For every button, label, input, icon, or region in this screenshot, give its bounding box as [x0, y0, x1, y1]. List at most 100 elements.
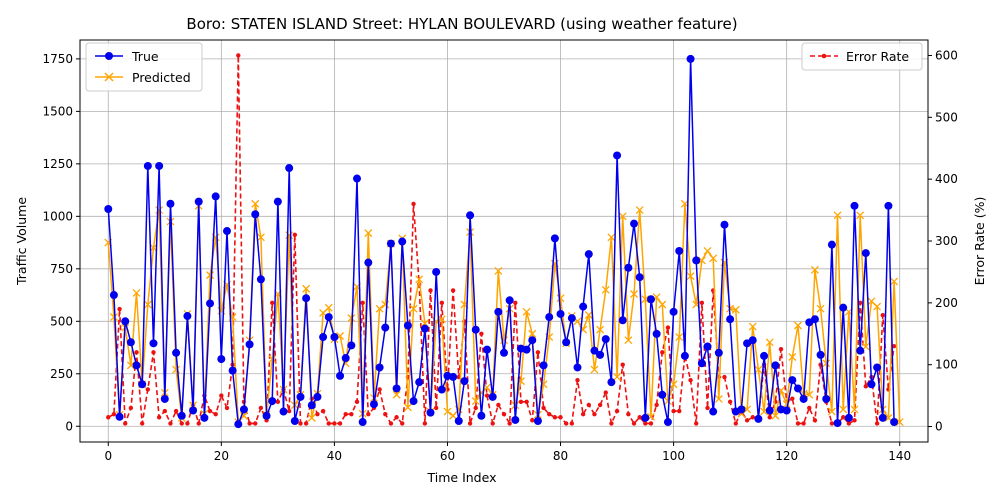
true-point	[183, 312, 192, 321]
predicted-point	[613, 372, 622, 381]
true-point	[307, 401, 316, 410]
error-rate-point	[496, 402, 501, 408]
predicted-point	[754, 365, 763, 374]
error-rate-point	[801, 421, 806, 426]
error-rate-point	[586, 402, 591, 408]
predicted-point	[109, 313, 118, 322]
true-point	[652, 329, 661, 338]
error-rate-point	[433, 405, 439, 411]
predicted-point	[471, 397, 480, 406]
predicted-point	[601, 285, 610, 294]
x-tick-label: 20	[214, 449, 229, 463]
predicted-point	[528, 329, 537, 338]
predicted-point	[850, 405, 859, 414]
error-rate-point	[360, 300, 365, 306]
error-rate-point	[790, 396, 795, 401]
true-point	[850, 201, 859, 210]
true-point	[477, 411, 486, 420]
error-rate-point	[111, 411, 117, 417]
error-rate-point	[569, 421, 575, 426]
true-point	[782, 406, 791, 415]
true-point	[426, 408, 435, 417]
true-point	[149, 339, 158, 348]
error-rate-point	[377, 387, 382, 392]
error-rate-point	[473, 405, 478, 411]
error-rate-point	[162, 408, 167, 414]
predicted-point	[415, 275, 424, 284]
error-rate-point	[479, 331, 484, 336]
x-tick-label: 80	[553, 449, 568, 463]
true-point	[873, 363, 882, 372]
true-point	[562, 338, 571, 347]
true-point	[765, 406, 774, 415]
true-point	[686, 54, 695, 63]
y-left-tick-label: 500	[50, 314, 73, 328]
true-point	[822, 394, 831, 403]
true-point	[381, 323, 390, 332]
true-point	[483, 345, 492, 354]
true-point	[115, 412, 124, 421]
predicted-point	[827, 407, 836, 416]
true-point	[262, 411, 271, 420]
y-right-axis-label: Error Rate (%)	[972, 197, 987, 286]
error-rate-point	[320, 408, 326, 414]
error-rate-point	[286, 408, 292, 414]
true-point	[861, 249, 870, 258]
y-right-tick-label: 500	[935, 110, 958, 124]
y-left-tick-label: 1500	[42, 104, 73, 118]
true-point	[375, 363, 384, 372]
predicted-point	[155, 206, 164, 214]
true-point	[533, 417, 542, 426]
predicted-point	[856, 211, 865, 220]
error-rate-point	[643, 421, 648, 426]
predicted-point	[256, 233, 265, 242]
error-rate-point	[614, 408, 620, 414]
predicted-point	[788, 353, 797, 361]
error-rate-point	[733, 421, 738, 426]
error-rate-point	[648, 421, 654, 426]
predicted-point	[816, 304, 825, 313]
error-rate-point	[535, 350, 541, 355]
true-point	[234, 420, 243, 429]
y-right-tick-label: 100	[935, 358, 958, 372]
true-point	[703, 342, 712, 351]
predicted-point	[584, 311, 593, 319]
error-rate-point	[139, 421, 145, 426]
true-point	[392, 384, 401, 393]
true-point	[709, 407, 718, 416]
error-rate-point	[298, 421, 303, 426]
predicted-point	[765, 338, 774, 347]
true-point	[856, 346, 865, 355]
true-point	[471, 325, 480, 334]
error-rate-point	[247, 421, 252, 426]
predicted-point	[771, 411, 780, 420]
predicted-point	[748, 322, 757, 331]
error-rate-point	[439, 300, 445, 306]
error-rate-point	[490, 421, 495, 426]
predicted-point	[833, 211, 842, 220]
true-point	[369, 400, 378, 409]
predicted-point	[703, 247, 712, 255]
error-rate-point	[394, 415, 399, 420]
error-rate-point	[891, 343, 897, 349]
true-point	[646, 295, 655, 304]
true-point	[285, 164, 294, 173]
error-rate-point	[620, 362, 625, 367]
predicted-point	[743, 405, 752, 414]
true-point	[217, 355, 226, 364]
error-rate-point	[467, 421, 473, 426]
true-point	[748, 336, 757, 345]
error-rate-point	[354, 399, 360, 404]
error-rate-point	[580, 411, 586, 417]
true-point	[511, 415, 520, 424]
true-point	[618, 316, 627, 325]
error-rate-point	[699, 300, 705, 306]
error-rate-point	[383, 411, 388, 417]
error-rate-point	[388, 421, 394, 426]
legend-right-box	[801, 42, 923, 71]
predicted-point	[839, 405, 848, 414]
error-rate-point	[592, 411, 597, 417]
y-left-tick-label: 1750	[42, 52, 73, 66]
true-point	[121, 317, 130, 326]
predicted-point	[630, 290, 638, 298]
